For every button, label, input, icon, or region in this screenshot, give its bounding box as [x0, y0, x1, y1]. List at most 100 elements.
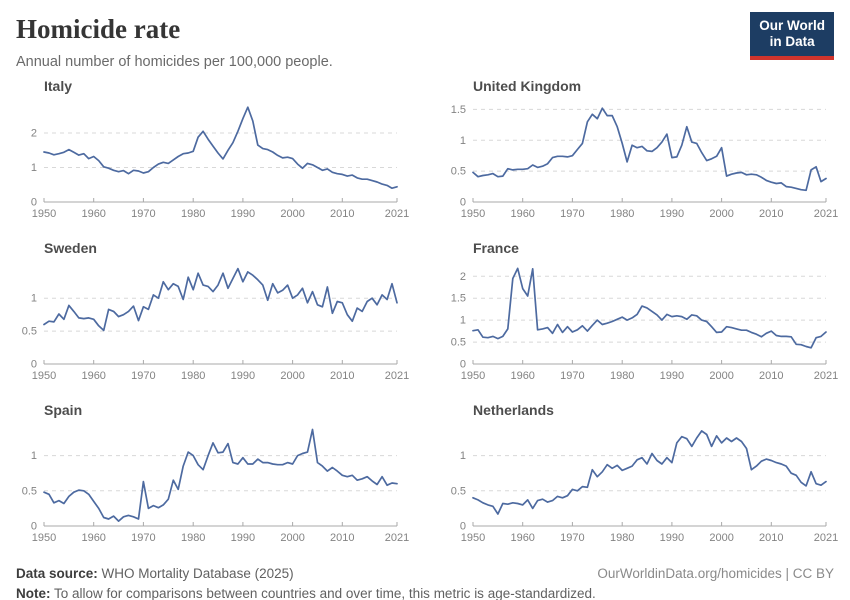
- note-label: Note:: [16, 586, 51, 600]
- y-tick-label: 0: [31, 359, 37, 371]
- x-tick-label: 1980: [610, 370, 634, 382]
- facet-netherlands: Netherlands 0 0.5 1 1950 1960 1970 1980 1990 2000…: [445, 402, 839, 552]
- facet-france: France 0 0.5 1 1.5 2 1950 1960 1970 1980 1990 2000 2…: [445, 240, 839, 390]
- y-tick-label: 0.5: [22, 326, 37, 338]
- x-tick-label: 2000: [709, 532, 733, 544]
- x-tick-label: 1960: [81, 532, 105, 544]
- y-tick-label: 1: [460, 450, 466, 462]
- facet-grid: Italy 0 1 2 1950 1960 1970 1980 1990 2000 2010 2021…: [16, 78, 839, 552]
- y-tick-label: 1: [31, 450, 37, 462]
- facet-italy: Italy 0 1 2 1950 1960 1970 1980 1990 2000 2010 2021: [16, 78, 409, 228]
- x-tick-label: 1970: [131, 208, 155, 220]
- y-tick-label: 1: [460, 315, 466, 327]
- x-tick-label: 2021: [385, 208, 409, 220]
- x-tick-label: 1980: [181, 370, 205, 382]
- x-tick-label: 1960: [81, 208, 105, 220]
- x-tick-label: 1990: [660, 370, 684, 382]
- facet-title-sweden: Sweden: [44, 240, 97, 256]
- x-tick-label: 1970: [131, 370, 155, 382]
- facet-title-italy: Italy: [44, 78, 73, 94]
- data-line: [472, 107, 827, 192]
- chart-subtitle: Annual number of homicides per 100,000 p…: [16, 54, 333, 70]
- y-tick-label: 0.5: [451, 166, 466, 178]
- x-tick-label: 2010: [759, 532, 783, 544]
- x-tick-label: 1950: [461, 532, 485, 544]
- facet-title-netherlands: Netherlands: [473, 402, 554, 418]
- x-tick-label: 1960: [510, 208, 534, 220]
- x-tick-label: 1950: [32, 532, 56, 544]
- x-tick-label: 1990: [660, 208, 684, 220]
- x-tick-label: 1950: [32, 370, 56, 382]
- facet-chart-sweden: 0 0.5 1 1950 1960 1970 1980 1990 2000 2010 2021: [22, 267, 409, 382]
- y-tick-label: 1.5: [451, 104, 466, 116]
- x-tick-label: 1980: [181, 532, 205, 544]
- facet-spain: Spain 0 0.5 1 1950 1960 1970 1980 1990 2000 2010 20…: [16, 402, 410, 552]
- attribution-link[interactable]: OurWorldinData.org/homicides | CC BY: [597, 566, 834, 581]
- facet-title-france: France: [473, 240, 519, 256]
- footer: Data source: WHO Mortality Database (202…: [16, 564, 834, 600]
- y-tick-label: 1: [31, 293, 37, 305]
- data-source-value: WHO Mortality Database (2025): [97, 566, 294, 581]
- x-tick-label: 1970: [560, 532, 584, 544]
- x-tick-label: 1980: [610, 532, 634, 544]
- page-title: Homicide rate: [16, 14, 181, 44]
- facet-chart-france: 0 0.5 1 1.5 2 1950 1960 1970 1980 1990 2000 2010 202…: [451, 267, 838, 382]
- y-tick-label: 0: [460, 197, 466, 209]
- x-tick-label: 1970: [131, 532, 155, 544]
- y-tick-label: 1.5: [451, 293, 466, 305]
- x-tick-label: 1990: [231, 208, 255, 220]
- x-tick-label: 1950: [32, 208, 56, 220]
- y-tick-label: 1: [31, 162, 37, 174]
- facet-chart-spain: 0 0.5 1 1950 1960 1970 1980 1990 2000 2010 2021: [22, 428, 409, 544]
- x-tick-label: 1950: [461, 370, 485, 382]
- x-tick-label: 1960: [510, 370, 534, 382]
- x-tick-label: 2000: [280, 208, 304, 220]
- y-tick-label: 0: [460, 359, 466, 371]
- header-text: Homicide rate Annual number of homicides…: [16, 12, 333, 70]
- x-tick-label: 2010: [759, 370, 783, 382]
- x-tick-label: 2010: [330, 370, 354, 382]
- owid-logo: Our World in Data: [750, 12, 834, 60]
- y-tick-label: 0.5: [22, 485, 37, 497]
- y-tick-label: 0: [31, 521, 37, 533]
- header: Homicide rate Annual number of homicides…: [16, 12, 834, 70]
- x-tick-label: 1990: [660, 532, 684, 544]
- facet-chart-united-kingdom: 0 0.5 1 1.5 1950 1960 1970 1980 1990 2000 2010 2021: [451, 104, 839, 220]
- facet-chart-italy: 0 1 2 1950 1960 1970 1980 1990 2000 2010 2021: [31, 106, 409, 220]
- x-tick-label: 2021: [814, 532, 838, 544]
- x-tick-label: 2021: [814, 208, 838, 220]
- x-tick-label: 2010: [330, 532, 354, 544]
- data-line: [472, 430, 827, 515]
- y-tick-label: 2: [460, 271, 466, 283]
- y-tick-label: 2: [31, 128, 37, 140]
- y-tick-label: 0: [460, 521, 466, 533]
- x-tick-label: 2021: [385, 532, 409, 544]
- x-tick-label: 1980: [181, 208, 205, 220]
- x-tick-label: 1990: [231, 532, 255, 544]
- data-source-label: Data source:: [16, 566, 98, 581]
- facet-sweden: Sweden 0 0.5 1 1950 1960 1970 1980 1990 2000 2010 2…: [16, 240, 410, 390]
- x-tick-label: 2000: [709, 208, 733, 220]
- y-tick-label: 1: [460, 135, 466, 147]
- y-tick-label: 0.5: [451, 337, 466, 349]
- data-source-line: Data source: WHO Mortality Database (202…: [16, 564, 294, 584]
- x-tick-label: 1970: [560, 208, 584, 220]
- x-tick-label: 1970: [560, 370, 584, 382]
- logo-line-2: in Data: [769, 34, 815, 50]
- x-tick-label: 1950: [461, 208, 485, 220]
- x-tick-label: 2010: [759, 208, 783, 220]
- note-value: To allow for comparisons between countri…: [50, 586, 596, 600]
- facet-united-kingdom: United Kingdom 0 0.5 1 1.5 1950 1960 1970 1980 19…: [445, 78, 839, 228]
- data-line: [43, 106, 398, 190]
- data-line: [43, 267, 398, 332]
- data-line: [43, 428, 398, 522]
- x-tick-label: 1980: [610, 208, 634, 220]
- facet-title-spain: Spain: [44, 402, 83, 418]
- x-tick-label: 1990: [231, 370, 255, 382]
- y-tick-label: 0.5: [451, 485, 466, 497]
- facet-chart-netherlands: 0 0.5 1 1950 1960 1970 1980 1990 2000 2010 2021: [451, 430, 838, 544]
- logo-line-1: Our World: [759, 18, 825, 33]
- x-tick-label: 2021: [814, 370, 838, 382]
- note-line: Note: To allow for comparisons between c…: [16, 584, 834, 600]
